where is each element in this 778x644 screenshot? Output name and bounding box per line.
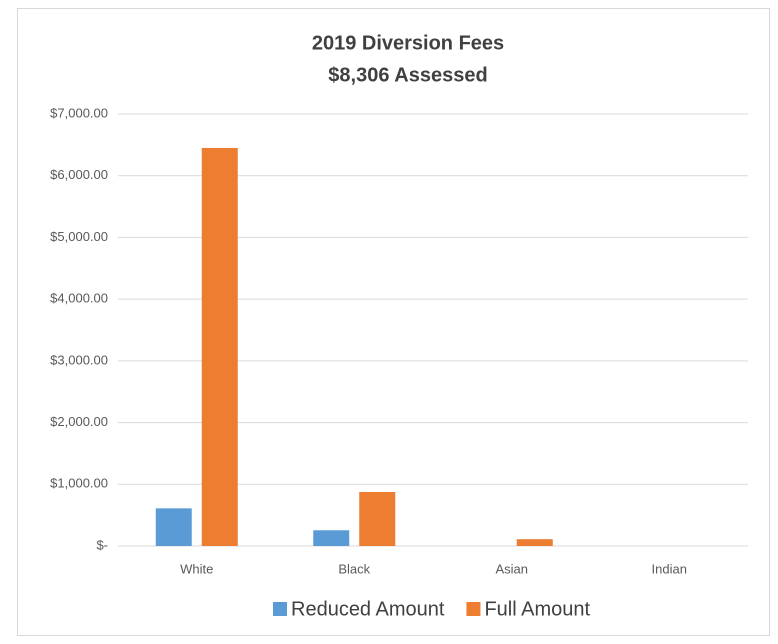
y-tick-label: $4,000.00 [50, 291, 108, 306]
x-tick-label: Black [338, 561, 370, 576]
y-tick-label: $- [96, 537, 108, 552]
bar [516, 539, 553, 546]
y-tick-label: $1,000.00 [50, 476, 108, 491]
y-tick-label: $5,000.00 [50, 229, 108, 244]
y-tick-label: $2,000.00 [50, 414, 108, 429]
bar [155, 508, 192, 546]
y-tick-label: $6,000.00 [50, 167, 108, 182]
x-tick-label: Indian [652, 561, 687, 576]
legend-label: Reduced Amount [291, 598, 445, 620]
bar [201, 147, 238, 546]
y-tick-label: $7,000.00 [50, 105, 108, 120]
x-tick-label: White [180, 561, 213, 576]
x-tick-label: Asian [495, 561, 528, 576]
bar [359, 492, 396, 546]
legend-swatch [273, 602, 287, 616]
bar [313, 530, 350, 546]
chart-subtitle: $8,306 Assessed [328, 64, 487, 86]
chart-title: 2019 Diversion Fees [312, 32, 504, 54]
y-tick-label: $3,000.00 [50, 352, 108, 367]
legend-swatch [466, 602, 481, 616]
legend-label: Full Amount [484, 598, 590, 620]
